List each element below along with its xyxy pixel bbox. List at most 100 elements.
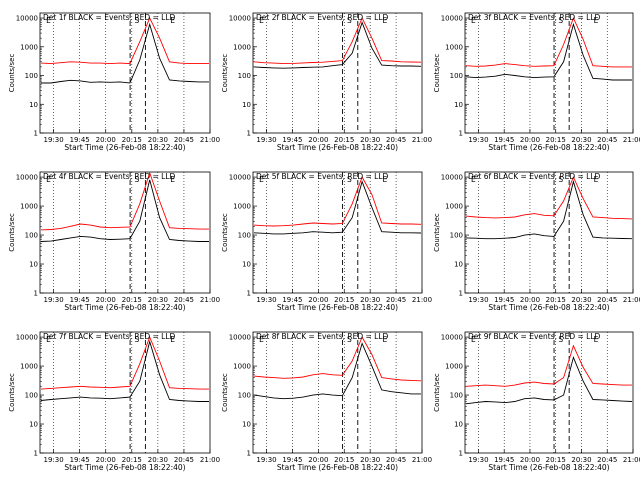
x-tick-label: 19:45	[70, 456, 90, 464]
y-tick-label: 10000	[16, 334, 38, 342]
x-tick-label: 20:30	[571, 456, 591, 464]
lld-series-line	[253, 176, 422, 227]
x-tick-label: 20:15	[122, 136, 142, 144]
interval-marker: S	[135, 16, 140, 25]
panel-title: Det 6f BLACK = Events, RED = LLD	[468, 172, 601, 181]
panel-8: 1 10 100 1000 10000 19:30 19:45 20:00 20:15 20:30…	[221, 331, 432, 472]
plot-frame	[252, 12, 423, 134]
y-tick-label: 1	[247, 130, 251, 138]
interval-marker: S	[558, 335, 563, 344]
y-axis-label: Counts/sec	[221, 213, 229, 252]
x-tick-label: 20:15	[546, 296, 566, 304]
y-axis-label: Counts/sec	[433, 373, 441, 412]
x-tick-label: 20:00	[308, 296, 328, 304]
x-axis-label: Start Time (26-Feb-08 18:22:40)	[488, 463, 609, 472]
x-tick-label: 19:30	[256, 136, 276, 144]
y-tick-label: 100	[450, 232, 463, 240]
x-tick-label: 20:30	[360, 456, 380, 464]
x-axis-label: Start Time (26-Feb-08 18:22:40)	[64, 143, 185, 152]
plot-frame	[464, 171, 634, 294]
interval-marker: S	[347, 335, 352, 344]
panel-9: 1 10 100 1000 10000 19:30 19:45 20:00 20:15 20:30…	[433, 331, 640, 472]
y-tick-label: 1000	[20, 363, 38, 371]
x-tick-label: 19:30	[44, 136, 64, 144]
x-tick-label: 21:00	[623, 136, 640, 144]
y-tick-label: 1000	[233, 363, 251, 371]
interval-marker: E	[259, 16, 264, 25]
panel-title: Det 9f BLACK = Events, RED = LLD	[468, 332, 601, 341]
x-tick-label: 20:15	[546, 456, 566, 464]
x-tick-label: 19:45	[494, 136, 514, 144]
y-tick-label: 100	[238, 232, 251, 240]
lld-series-line	[465, 175, 633, 220]
x-tick-label: 20:15	[334, 296, 354, 304]
y-tick-label: 10000	[441, 174, 463, 182]
x-tick-label: 21:00	[200, 456, 220, 464]
y-tick-label: 100	[450, 392, 463, 400]
events-series-line	[40, 179, 209, 242]
plot-frame	[464, 12, 634, 134]
x-tick-label: 20:15	[122, 296, 142, 304]
y-tick-label: 10	[242, 261, 251, 269]
y-tick-label: 10	[29, 261, 38, 269]
x-axis-label: Start Time (26-Feb-08 18:22:40)	[277, 463, 398, 472]
interval-marker: E	[170, 175, 175, 184]
x-tick-label: 20:00	[308, 136, 328, 144]
panel-title: Det 4f BLACK = Events, RED = LLD	[43, 172, 176, 181]
y-tick-label: 10	[242, 421, 251, 429]
y-tick-label: 10000	[16, 15, 38, 23]
x-tick-label: 20:00	[308, 456, 328, 464]
events-series-line	[465, 22, 632, 81]
x-tick-label: 20:15	[122, 456, 142, 464]
x-tick-label: 20:45	[597, 456, 617, 464]
x-tick-label: 20:15	[334, 456, 354, 464]
panel-6: 1 10 100 1000 10000 19:30 19:45 20:00 20:15 20:30…	[433, 171, 640, 312]
y-tick-label: 100	[238, 72, 251, 80]
y-tick-label: 10	[242, 101, 251, 109]
panel-title: Det 7f BLACK = Events, RED = LLD	[43, 332, 176, 341]
x-tick-label: 19:45	[282, 136, 302, 144]
x-tick-label: 20:00	[96, 136, 116, 144]
events-series-line	[465, 179, 633, 240]
events-series-line	[41, 22, 209, 84]
y-tick-label: 1	[459, 290, 463, 298]
y-tick-label: 1000	[20, 43, 38, 51]
panel-title: Det 1f BLACK = Events, RED = LLD	[43, 13, 176, 22]
y-tick-label: 1	[34, 130, 38, 138]
y-tick-label: 100	[25, 392, 38, 400]
y-axis-label: Counts/sec	[221, 373, 229, 412]
x-axis-label: Start Time (26-Feb-08 18:22:40)	[488, 303, 609, 312]
y-tick-label: 1	[459, 130, 463, 138]
x-axis-label: Start Time (26-Feb-08 18:22:40)	[277, 143, 398, 152]
interval-marker: E	[382, 16, 387, 25]
y-tick-label: 1	[34, 290, 38, 298]
interval-marker: E	[46, 16, 51, 25]
lld-series-line	[253, 17, 422, 65]
events-series-line	[40, 339, 209, 402]
interval-marker: E	[46, 175, 51, 184]
panel-title: Det 3f BLACK = Events, RED = LLD	[468, 13, 601, 22]
events-series-line	[465, 355, 633, 405]
events-series-line	[253, 180, 422, 235]
x-tick-label: 20:30	[360, 136, 380, 144]
y-tick-label: 100	[450, 72, 463, 80]
x-tick-label: 19:45	[282, 456, 302, 464]
x-tick-label: 19:30	[44, 296, 64, 304]
plot-frame	[39, 171, 211, 294]
x-tick-label: 19:45	[494, 296, 514, 304]
y-tick-label: 1000	[445, 203, 463, 211]
y-tick-label: 1000	[445, 363, 463, 371]
x-tick-label: 21:00	[200, 136, 220, 144]
y-tick-label: 1	[459, 450, 463, 458]
plot-frame	[39, 331, 211, 454]
x-tick-label: 19:45	[494, 456, 514, 464]
y-tick-label: 1	[34, 450, 38, 458]
x-tick-label: 20:30	[360, 296, 380, 304]
y-tick-label: 100	[25, 72, 38, 80]
x-tick-label: 19:30	[256, 296, 276, 304]
x-tick-label: 21:00	[623, 296, 640, 304]
interval-marker: E	[471, 175, 476, 184]
x-tick-label: 20:00	[520, 136, 540, 144]
interval-marker: E	[259, 175, 264, 184]
panel-title: Det 5f BLACK = Events, RED = LLD	[256, 172, 389, 181]
